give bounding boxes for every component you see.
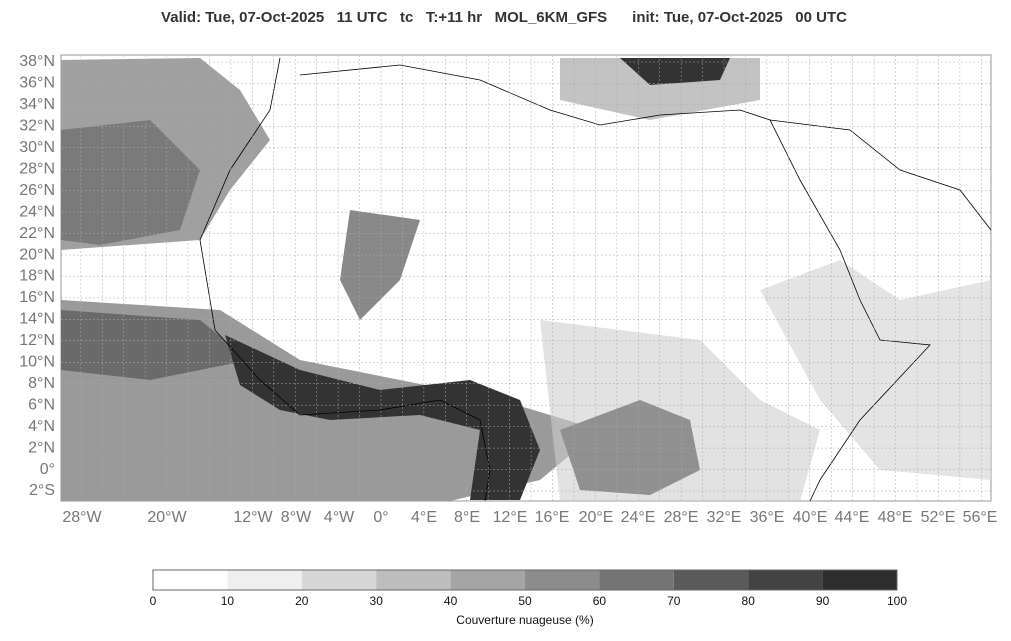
lat-label: 2°N <box>28 439 55 456</box>
colorbar-segment <box>153 570 228 590</box>
lat-label: 22°N <box>19 225 55 242</box>
colorbar-tick-label: 80 <box>742 594 756 608</box>
colorbar-segment <box>227 570 302 590</box>
cloud <box>225 335 540 500</box>
lat-label: 20°N <box>19 246 55 263</box>
lon-label: 32°E <box>707 509 742 526</box>
colorbar-segment <box>599 570 674 590</box>
lat-label: 24°N <box>19 203 55 220</box>
lat-label: 30°N <box>19 139 55 156</box>
lon-label: 52°E <box>921 509 956 526</box>
colorbar-tick-label: 10 <box>221 594 235 608</box>
coast <box>299 64 931 502</box>
colorbar-tick-label: 0 <box>150 594 157 608</box>
lon-label: 8°W <box>281 509 312 526</box>
coastlines <box>199 57 992 502</box>
lon-label: 36°E <box>750 509 785 526</box>
lon-label: 20°W <box>147 509 187 526</box>
colorbar-tick-label: 30 <box>370 594 384 608</box>
lat-label: 38°N <box>19 53 55 70</box>
lon-label: 40°E <box>793 509 828 526</box>
colorbar-segment <box>301 570 377 590</box>
lon-label: 16°E <box>535 509 570 526</box>
lon-label: 44°E <box>835 509 870 526</box>
lon-label: 12°W <box>233 509 273 526</box>
lat-label: 10°N <box>19 354 55 371</box>
lat-label: 32°N <box>19 118 55 135</box>
cloud <box>61 120 200 245</box>
lat-label: 28°N <box>19 160 55 177</box>
lat-label: 2°S <box>29 482 55 499</box>
grid <box>61 55 991 501</box>
colorbar-tick-label: 50 <box>518 594 532 608</box>
lat-label: 16°N <box>19 289 55 306</box>
colorbar-frame <box>152 569 898 591</box>
colorbar-segment <box>673 570 749 590</box>
lat-label: 34°N <box>19 96 55 113</box>
lat-label: 14°N <box>19 311 55 328</box>
lat-label: 8°N <box>28 375 55 392</box>
colorbar-label: Couverture nuageuse (%) <box>456 613 593 627</box>
cloud-field <box>61 58 991 501</box>
cloud <box>760 260 991 480</box>
lon-label: 4°W <box>324 509 355 526</box>
colorbar-tick-label: 60 <box>593 594 607 608</box>
colorbar: 0 10 20 30 40 50 60 70 80 90 100 <box>150 569 907 608</box>
lon-label: 4°E <box>411 509 437 526</box>
colorbar-segment <box>822 570 897 590</box>
colorbar-tick-label: 70 <box>667 594 681 608</box>
lon-label: 12°E <box>493 509 528 526</box>
lon-label: 8°E <box>454 509 480 526</box>
lat-label: 26°N <box>19 182 55 199</box>
lon-label: 28°W <box>62 509 102 526</box>
lon-label: 0° <box>373 509 388 526</box>
lon-label: 24°E <box>621 509 656 526</box>
lat-label: 12°N <box>19 332 55 349</box>
lon-label: 48°E <box>878 509 913 526</box>
lon-label: 20°E <box>579 509 614 526</box>
colorbar-segment <box>450 570 525 590</box>
map <box>60 54 992 502</box>
colorbar-tick-label: 90 <box>816 594 830 608</box>
cloud <box>540 320 820 501</box>
cloud <box>340 210 420 320</box>
lat-label: 4°N <box>28 418 55 435</box>
colorbar-segment <box>525 570 600 590</box>
colorbar-tick-label: 100 <box>887 594 907 608</box>
coast <box>199 57 491 502</box>
lat-label: 18°N <box>19 268 55 285</box>
colorbar-tick-label: 40 <box>444 594 458 608</box>
axis-labels: 38°N 36°N 34°N 32°N 30°N 28°N 26°N 24°N 22°N 20°N… <box>19 53 997 526</box>
lat-label: 0° <box>40 461 55 478</box>
lon-label: 28°E <box>664 509 699 526</box>
colorbar-segment <box>748 570 823 590</box>
lon-label: 56°E <box>963 509 998 526</box>
title: Valid: Tue, 07-Oct-2025 11 UTC tc T:+11 … <box>161 9 847 26</box>
lat-label: 36°N <box>19 75 55 92</box>
colorbar-tick-label: 20 <box>295 594 309 608</box>
coast <box>769 119 992 231</box>
lat-label: 6°N <box>28 396 55 413</box>
colorbar-segment <box>376 570 451 590</box>
